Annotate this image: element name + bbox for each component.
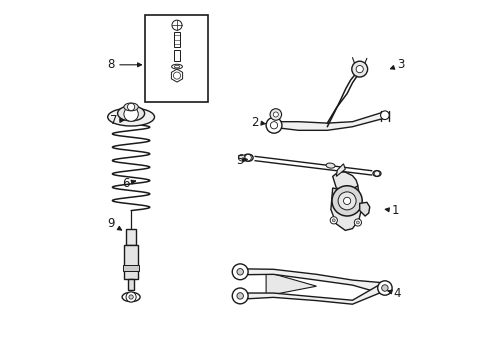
Bar xyxy=(174,50,179,61)
Text: 9: 9 xyxy=(106,217,122,230)
Circle shape xyxy=(269,109,281,120)
Circle shape xyxy=(129,295,133,299)
Polygon shape xyxy=(359,202,369,216)
Ellipse shape xyxy=(171,64,182,69)
Circle shape xyxy=(331,186,362,216)
Text: 2: 2 xyxy=(251,116,264,129)
Bar xyxy=(173,32,180,47)
Ellipse shape xyxy=(117,106,144,121)
Ellipse shape xyxy=(325,163,334,168)
Bar xyxy=(124,245,138,279)
Circle shape xyxy=(237,293,243,299)
Circle shape xyxy=(172,20,182,30)
Text: 4: 4 xyxy=(387,287,401,300)
Ellipse shape xyxy=(107,108,154,126)
Bar xyxy=(145,15,208,102)
Polygon shape xyxy=(280,112,384,130)
Circle shape xyxy=(238,154,244,161)
Ellipse shape xyxy=(243,154,253,161)
Text: 5: 5 xyxy=(236,154,246,167)
Polygon shape xyxy=(336,164,345,176)
Polygon shape xyxy=(247,269,384,293)
Polygon shape xyxy=(247,284,384,304)
Ellipse shape xyxy=(123,103,138,111)
Circle shape xyxy=(237,269,243,275)
Circle shape xyxy=(332,219,335,222)
Ellipse shape xyxy=(122,292,140,302)
Circle shape xyxy=(329,217,337,224)
Polygon shape xyxy=(330,186,361,230)
Circle shape xyxy=(123,107,138,121)
Ellipse shape xyxy=(372,171,380,176)
Circle shape xyxy=(380,111,388,120)
Circle shape xyxy=(173,72,180,79)
Circle shape xyxy=(244,154,251,161)
Circle shape xyxy=(355,66,363,73)
Bar xyxy=(127,279,134,290)
Circle shape xyxy=(270,122,277,129)
Circle shape xyxy=(126,292,136,302)
Bar xyxy=(122,265,139,271)
Text: 8: 8 xyxy=(107,58,141,71)
Circle shape xyxy=(377,281,391,295)
Text: 7: 7 xyxy=(110,114,123,127)
Circle shape xyxy=(356,221,359,224)
Ellipse shape xyxy=(174,66,179,68)
Circle shape xyxy=(351,61,367,77)
Circle shape xyxy=(381,285,387,291)
Circle shape xyxy=(354,219,361,226)
Bar xyxy=(125,229,136,245)
Text: 1: 1 xyxy=(385,204,399,217)
Polygon shape xyxy=(265,272,316,296)
Circle shape xyxy=(273,112,278,117)
Circle shape xyxy=(374,171,379,176)
Polygon shape xyxy=(332,172,357,191)
Circle shape xyxy=(232,264,247,280)
Text: 6: 6 xyxy=(122,177,135,190)
Circle shape xyxy=(337,192,355,210)
Circle shape xyxy=(343,197,350,204)
Text: 3: 3 xyxy=(389,58,404,71)
Polygon shape xyxy=(171,69,182,82)
Circle shape xyxy=(265,117,282,133)
Circle shape xyxy=(127,103,134,111)
Circle shape xyxy=(232,288,247,304)
